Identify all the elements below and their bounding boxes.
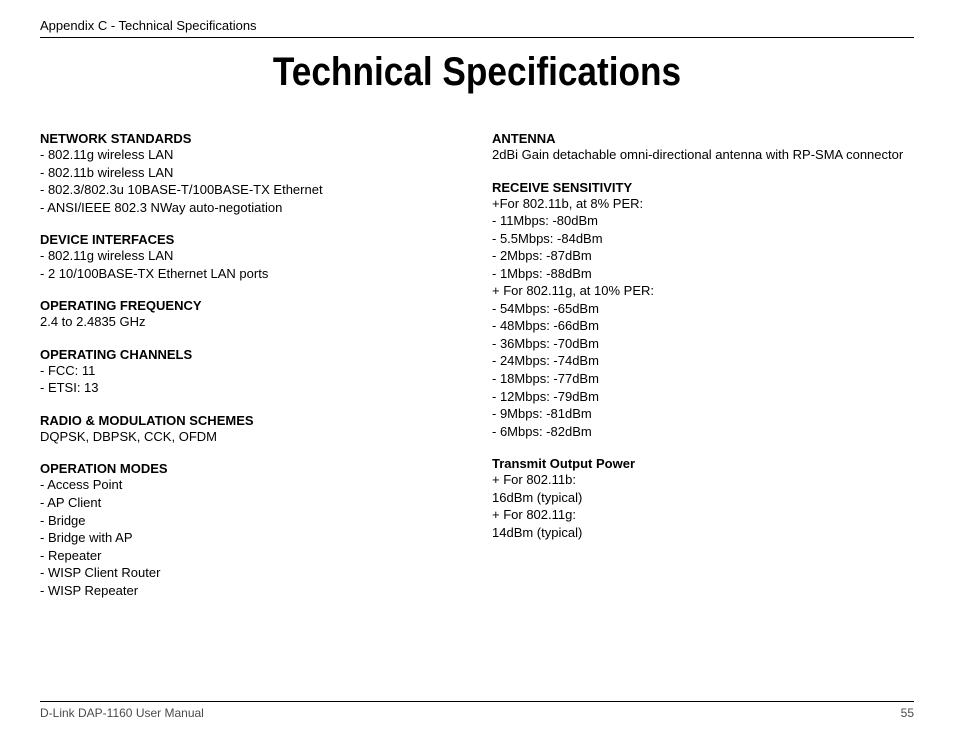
spec-line: - 6Mbps: -82dBm (492, 423, 914, 441)
right-column: ANTENNA2dBi Gain detachable omni-directi… (492, 131, 914, 615)
spec-line: - 802.11g wireless LAN (40, 146, 462, 164)
section-heading: DEVICE INTERFACES (40, 232, 462, 247)
spec-line: - 48Mbps: -66dBm (492, 317, 914, 335)
section-heading: OPERATION MODES (40, 461, 462, 476)
spec-line: - 1Mbps: -88dBm (492, 265, 914, 283)
spec-line: + For 802.11g: (492, 506, 914, 524)
spec-line: - 36Mbps: -70dBm (492, 335, 914, 353)
spec-section: OPERATION MODES- Access Point- AP Client… (40, 461, 462, 599)
section-heading: RADIO & MODULATION SCHEMES (40, 413, 462, 428)
spec-line: - 11Mbps: -80dBm (492, 212, 914, 230)
footer: D-Link DAP-1160 User Manual 55 (40, 701, 914, 720)
spec-line: 16dBm (typical) (492, 489, 914, 507)
spec-line: 2.4 to 2.4835 GHz (40, 313, 462, 331)
spec-section: OPERATING CHANNELS- FCC: 11- ETSI: 13 (40, 347, 462, 397)
footer-right: 55 (901, 706, 914, 720)
spec-line: - 54Mbps: -65dBm (492, 300, 914, 318)
spec-section: Transmit Output Power+ For 802.11b:16dBm… (492, 456, 914, 541)
spec-section: OPERATING FREQUENCY2.4 to 2.4835 GHz (40, 298, 462, 331)
spec-line: - 2Mbps: -87dBm (492, 247, 914, 265)
spec-section: DEVICE INTERFACES- 802.11g wireless LAN-… (40, 232, 462, 282)
spec-line: - Bridge with AP (40, 529, 462, 547)
spec-line: 2dBi Gain detachable omni-directional an… (492, 146, 914, 164)
header-label: Appendix C - Technical Specifications (40, 18, 914, 37)
spec-line: - 12Mbps: -79dBm (492, 388, 914, 406)
spec-section: NETWORK STANDARDS- 802.11g wireless LAN-… (40, 131, 462, 216)
spec-line: - WISP Client Router (40, 564, 462, 582)
left-column: NETWORK STANDARDS- 802.11g wireless LAN-… (40, 131, 462, 615)
spec-line: - ETSI: 13 (40, 379, 462, 397)
spec-line: - AP Client (40, 494, 462, 512)
footer-row: D-Link DAP-1160 User Manual 55 (40, 706, 914, 720)
spec-line: - FCC: 11 (40, 362, 462, 380)
spec-line: - Access Point (40, 476, 462, 494)
spec-line: +For 802.11b, at 8% PER: (492, 195, 914, 213)
section-heading: OPERATING CHANNELS (40, 347, 462, 362)
spec-line: - 9Mbps: -81dBm (492, 405, 914, 423)
spec-line: DQPSK, DBPSK, CCK, OFDM (40, 428, 462, 446)
page-title: Technical Specifications (92, 50, 861, 95)
spec-line: + For 802.11g, at 10% PER: (492, 282, 914, 300)
spec-line: - 802.3/802.3u 10BASE-T/100BASE-TX Ether… (40, 181, 462, 199)
spec-line: - 2 10/100BASE-TX Ethernet LAN ports (40, 265, 462, 283)
footer-rule (40, 701, 914, 702)
spec-section: RADIO & MODULATION SCHEMESDQPSK, DBPSK, … (40, 413, 462, 446)
section-heading: OPERATING FREQUENCY (40, 298, 462, 313)
spec-line: - 802.11b wireless LAN (40, 164, 462, 182)
spec-line: 14dBm (typical) (492, 524, 914, 542)
spec-line: - Repeater (40, 547, 462, 565)
spec-line: - WISP Repeater (40, 582, 462, 600)
section-heading: RECEIVE SENSITIVITY (492, 180, 914, 195)
section-heading: NETWORK STANDARDS (40, 131, 462, 146)
columns: NETWORK STANDARDS- 802.11g wireless LAN-… (40, 131, 914, 615)
spec-line: - 18Mbps: -77dBm (492, 370, 914, 388)
spec-section: ANTENNA2dBi Gain detachable omni-directi… (492, 131, 914, 164)
page: Appendix C - Technical Specifications Te… (0, 0, 954, 738)
spec-line: - ANSI/IEEE 802.3 NWay auto-negotiation (40, 199, 462, 217)
footer-left: D-Link DAP-1160 User Manual (40, 706, 204, 720)
header-rule (40, 37, 914, 38)
section-heading: ANTENNA (492, 131, 914, 146)
spec-line: - 5.5Mbps: -84dBm (492, 230, 914, 248)
spec-line: - 802.11g wireless LAN (40, 247, 462, 265)
spec-section: RECEIVE SENSITIVITY+For 802.11b, at 8% P… (492, 180, 914, 441)
spec-line: - 24Mbps: -74dBm (492, 352, 914, 370)
spec-line: - Bridge (40, 512, 462, 530)
section-heading: Transmit Output Power (492, 456, 914, 471)
spec-line: + For 802.11b: (492, 471, 914, 489)
header-block: Appendix C - Technical Specifications (40, 18, 914, 38)
